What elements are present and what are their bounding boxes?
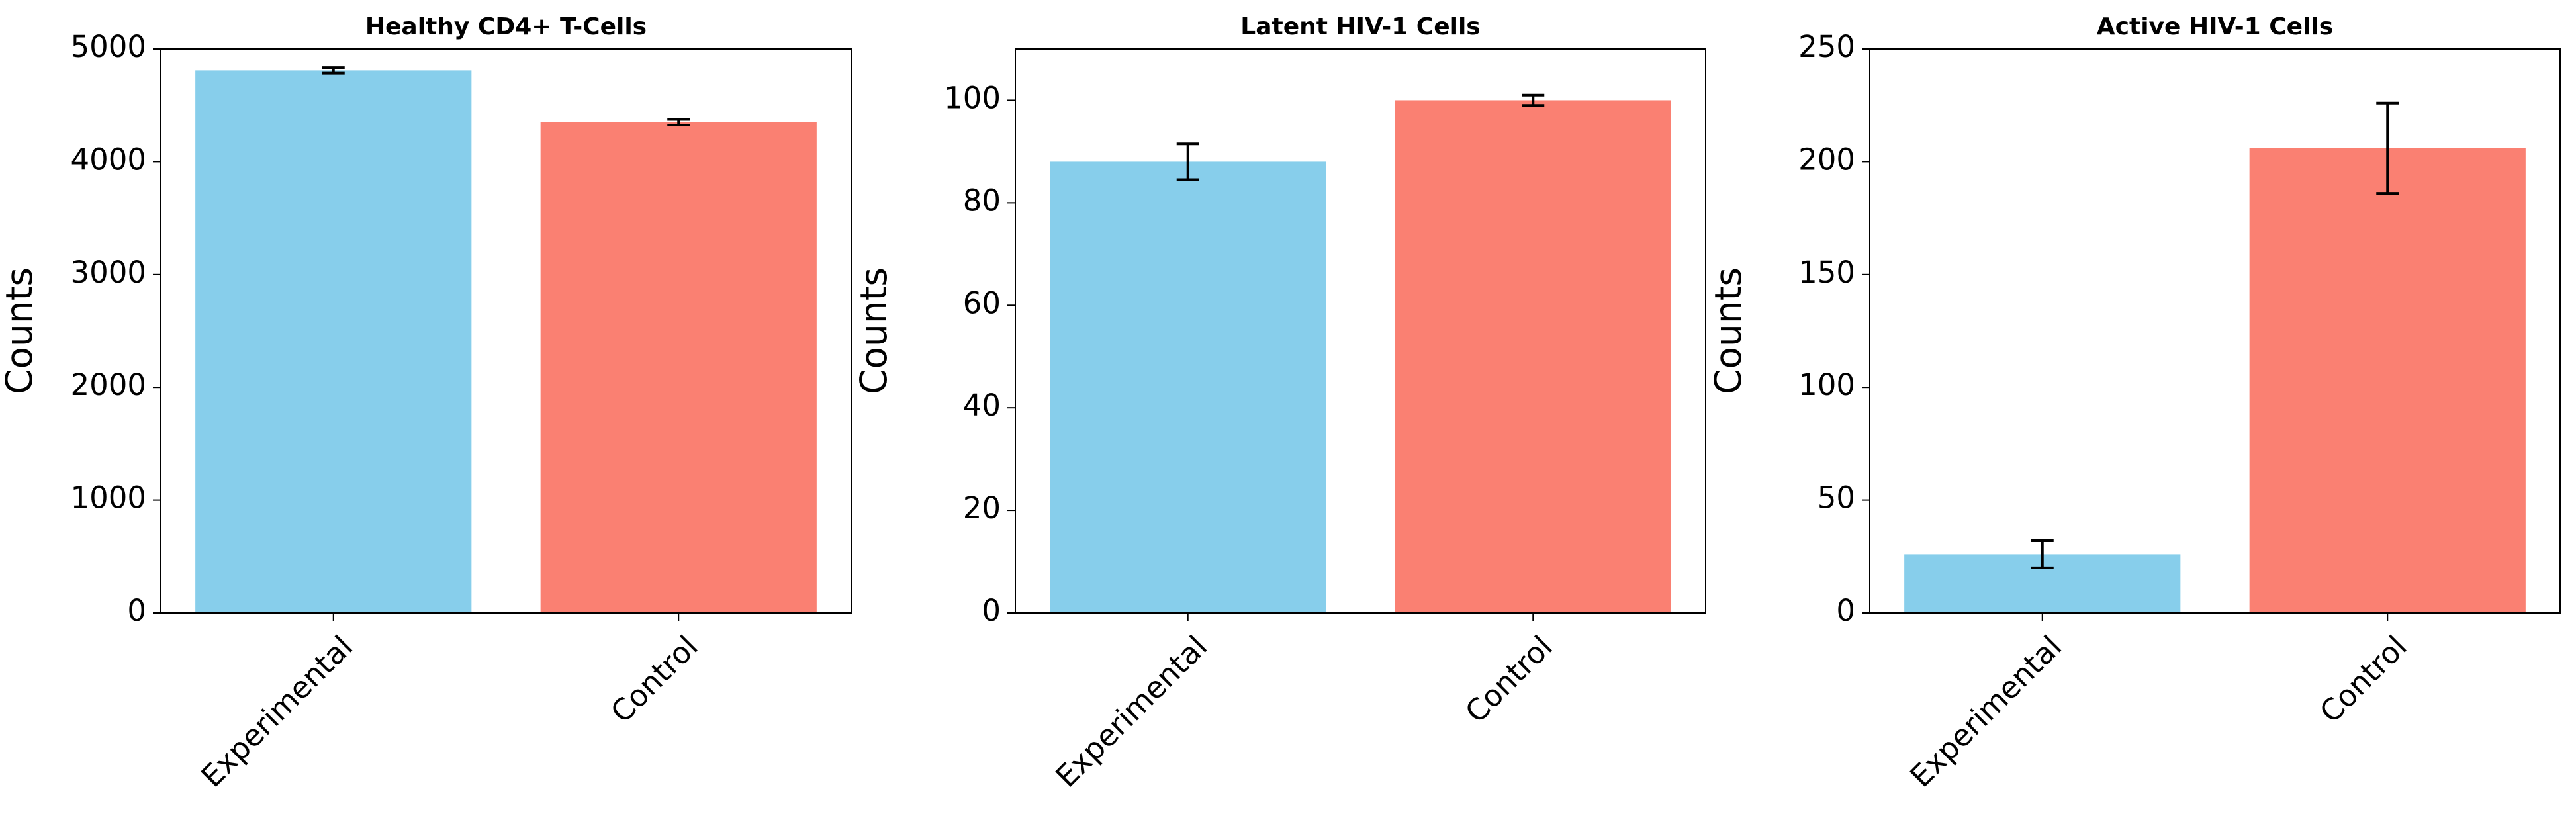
y-tick-label: 100 [1798, 367, 1855, 402]
y-tick-label: 0 [1836, 593, 1855, 628]
chart-title: Healthy CD4+ T-Cells [365, 13, 647, 40]
plot-frame [1015, 48, 1706, 614]
bar [2249, 148, 2526, 613]
bar [195, 70, 472, 614]
y-tick-label: 100 [944, 80, 1001, 115]
y-tick-label: 50 [1817, 481, 1855, 516]
x-tick-label: Control [1458, 629, 1559, 730]
y-axis-label: Counts [1707, 267, 1749, 394]
y-tick-label: 0 [982, 593, 1001, 628]
x-tick-label: Experimental [195, 629, 360, 794]
plot-frame [1869, 48, 2561, 614]
y-tick-label: 40 [963, 388, 1001, 423]
y-tick-label: 1000 [70, 481, 146, 516]
x-tick-label: Experimental [1904, 629, 2069, 794]
y-tick-label: 5000 [70, 29, 146, 64]
y-tick-label: 4000 [70, 142, 146, 177]
y-axis-label: Counts [0, 267, 40, 394]
y-tick-label: 80 [963, 183, 1001, 218]
y-axis-label: Counts [852, 267, 895, 394]
bar [1395, 100, 1671, 614]
x-tick-label: Experimental [1049, 629, 1215, 794]
chart-title: Latent HIV-1 Cells [1240, 13, 1480, 40]
plot-frame [160, 48, 852, 614]
chart-title: Active HIV-1 Cells [2097, 13, 2333, 40]
y-tick-label: 60 [963, 285, 1001, 320]
bar [1050, 161, 1326, 613]
y-tick-label: 200 [1798, 142, 1855, 177]
bar [540, 122, 817, 613]
x-tick-label: Control [2313, 629, 2414, 730]
y-tick-label: 150 [1798, 255, 1855, 290]
y-tick-label: 0 [127, 593, 146, 628]
y-tick-label: 20 [963, 490, 1001, 526]
y-tick-label: 2000 [70, 367, 146, 402]
y-tick-label: 3000 [70, 255, 146, 290]
x-tick-label: Control [604, 629, 705, 730]
y-tick-label: 250 [1798, 29, 1855, 64]
